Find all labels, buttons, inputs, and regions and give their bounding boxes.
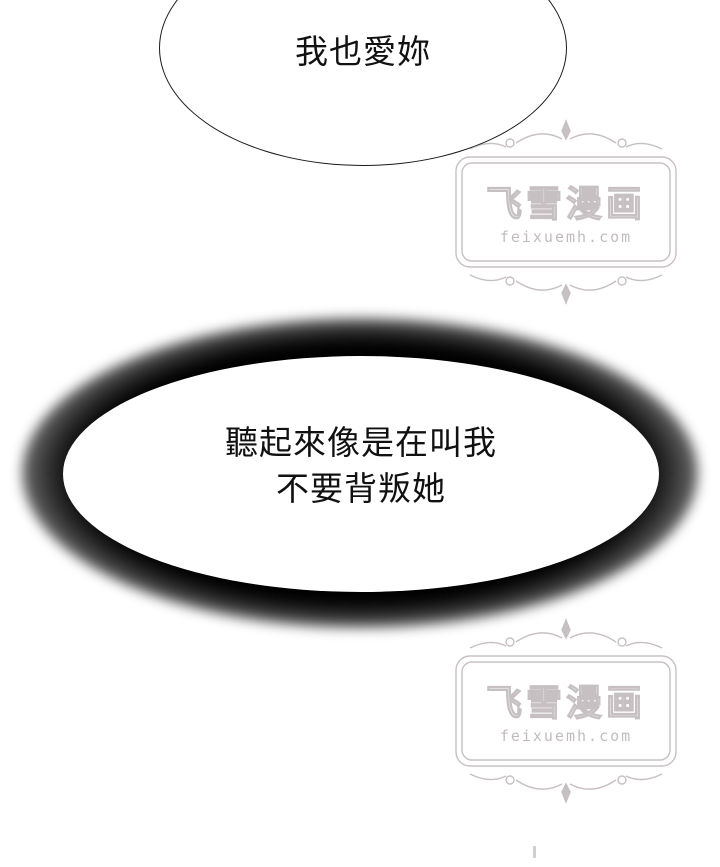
watermark-url: feixuemh.com	[499, 228, 633, 246]
speech-bubble-text: 我也愛妳	[295, 32, 431, 71]
watermark-url: feixuemh.com	[499, 727, 633, 745]
thought-bubble-text: 聽起來像是在叫我 不要背叛她	[63, 420, 659, 512]
thought-bubble-line: 聽起來像是在叫我	[225, 423, 497, 462]
watermark-frame-icon	[455, 119, 677, 305]
thought-bubble-line: 不要背叛她	[276, 469, 446, 508]
watermark-stamp: 飞雪漫画 feixuemh.com	[450, 616, 682, 806]
watermark-title: 飞雪漫画	[485, 184, 646, 225]
watermark-frame-icon	[455, 618, 677, 804]
watermark-title: 飞雪漫画	[485, 683, 646, 724]
thought-bubble	[63, 356, 659, 592]
artifact-mark	[533, 846, 536, 858]
watermark-stamp: 飞雪漫画 feixuemh.com	[450, 117, 682, 307]
